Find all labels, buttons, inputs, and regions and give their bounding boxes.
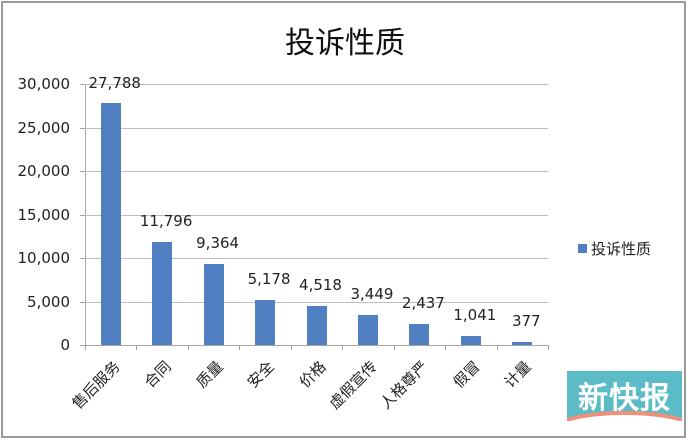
data-label: 4,518: [299, 275, 342, 294]
x-tick-mark: [290, 345, 292, 350]
y-tick-label: 5,000: [27, 292, 70, 311]
logo-arc-mask: [567, 415, 682, 421]
y-tick-mark: [80, 301, 85, 303]
x-axis: [85, 345, 548, 346]
data-label: 2,437: [401, 293, 445, 312]
watermark-logo: 新快报: [567, 371, 682, 421]
legend: 投诉性质: [578, 238, 651, 259]
gridline: [85, 127, 548, 129]
x-tick-mark: [342, 345, 344, 350]
y-tick-label: 20,000: [17, 162, 71, 180]
x-tick-mark: [187, 345, 189, 350]
bar: [357, 314, 378, 345]
y-tick-label: 10,000: [17, 249, 71, 267]
y-tick-mark: [80, 127, 85, 129]
x-tick-mark: [85, 345, 86, 350]
chart-title: 投诉性质: [285, 26, 405, 61]
y-tick-mark: [80, 84, 85, 85]
legend-label: 投诉性质: [591, 240, 652, 258]
bar: [409, 323, 430, 345]
gridline: [85, 214, 548, 216]
gridline: [85, 258, 548, 259]
data-label: 3,449: [350, 284, 394, 303]
data-label: 11,796: [139, 212, 193, 231]
y-tick-label: 15,000: [17, 205, 71, 224]
logo-text: 新快报: [578, 381, 671, 416]
x-tick-mark: [548, 345, 549, 350]
bar: [100, 103, 121, 345]
y-tick-mark: [80, 171, 85, 172]
gridline: [85, 84, 548, 85]
data-label: 27,788: [88, 74, 141, 92]
y-tick-mark: [80, 214, 85, 216]
bar: [255, 299, 276, 345]
y-tick-label: 25,000: [17, 118, 71, 137]
y-tick-label: 30,000: [17, 75, 71, 93]
data-label: 5,178: [247, 269, 291, 288]
bar: [203, 263, 224, 345]
x-tick-mark: [136, 345, 138, 350]
bar: [460, 335, 481, 345]
x-tick-mark: [239, 345, 241, 350]
y-tick-label: 0: [60, 336, 70, 354]
data-label: 9,364: [196, 233, 240, 252]
bar: [152, 242, 173, 345]
bar: [306, 305, 327, 345]
y-tick-mark: [80, 345, 85, 346]
data-label: 1,041: [453, 305, 497, 324]
y-tick-mark: [80, 258, 85, 259]
plot-area: [80, 84, 549, 350]
gridline: [85, 171, 548, 172]
x-tick-mark: [496, 345, 498, 350]
x-tick-mark: [393, 345, 395, 350]
gridline: [85, 301, 548, 303]
x-tick-mark: [445, 345, 447, 350]
bar: [512, 341, 533, 345]
data-label: 377: [511, 311, 541, 330]
legend-swatch-icon: [578, 244, 587, 253]
